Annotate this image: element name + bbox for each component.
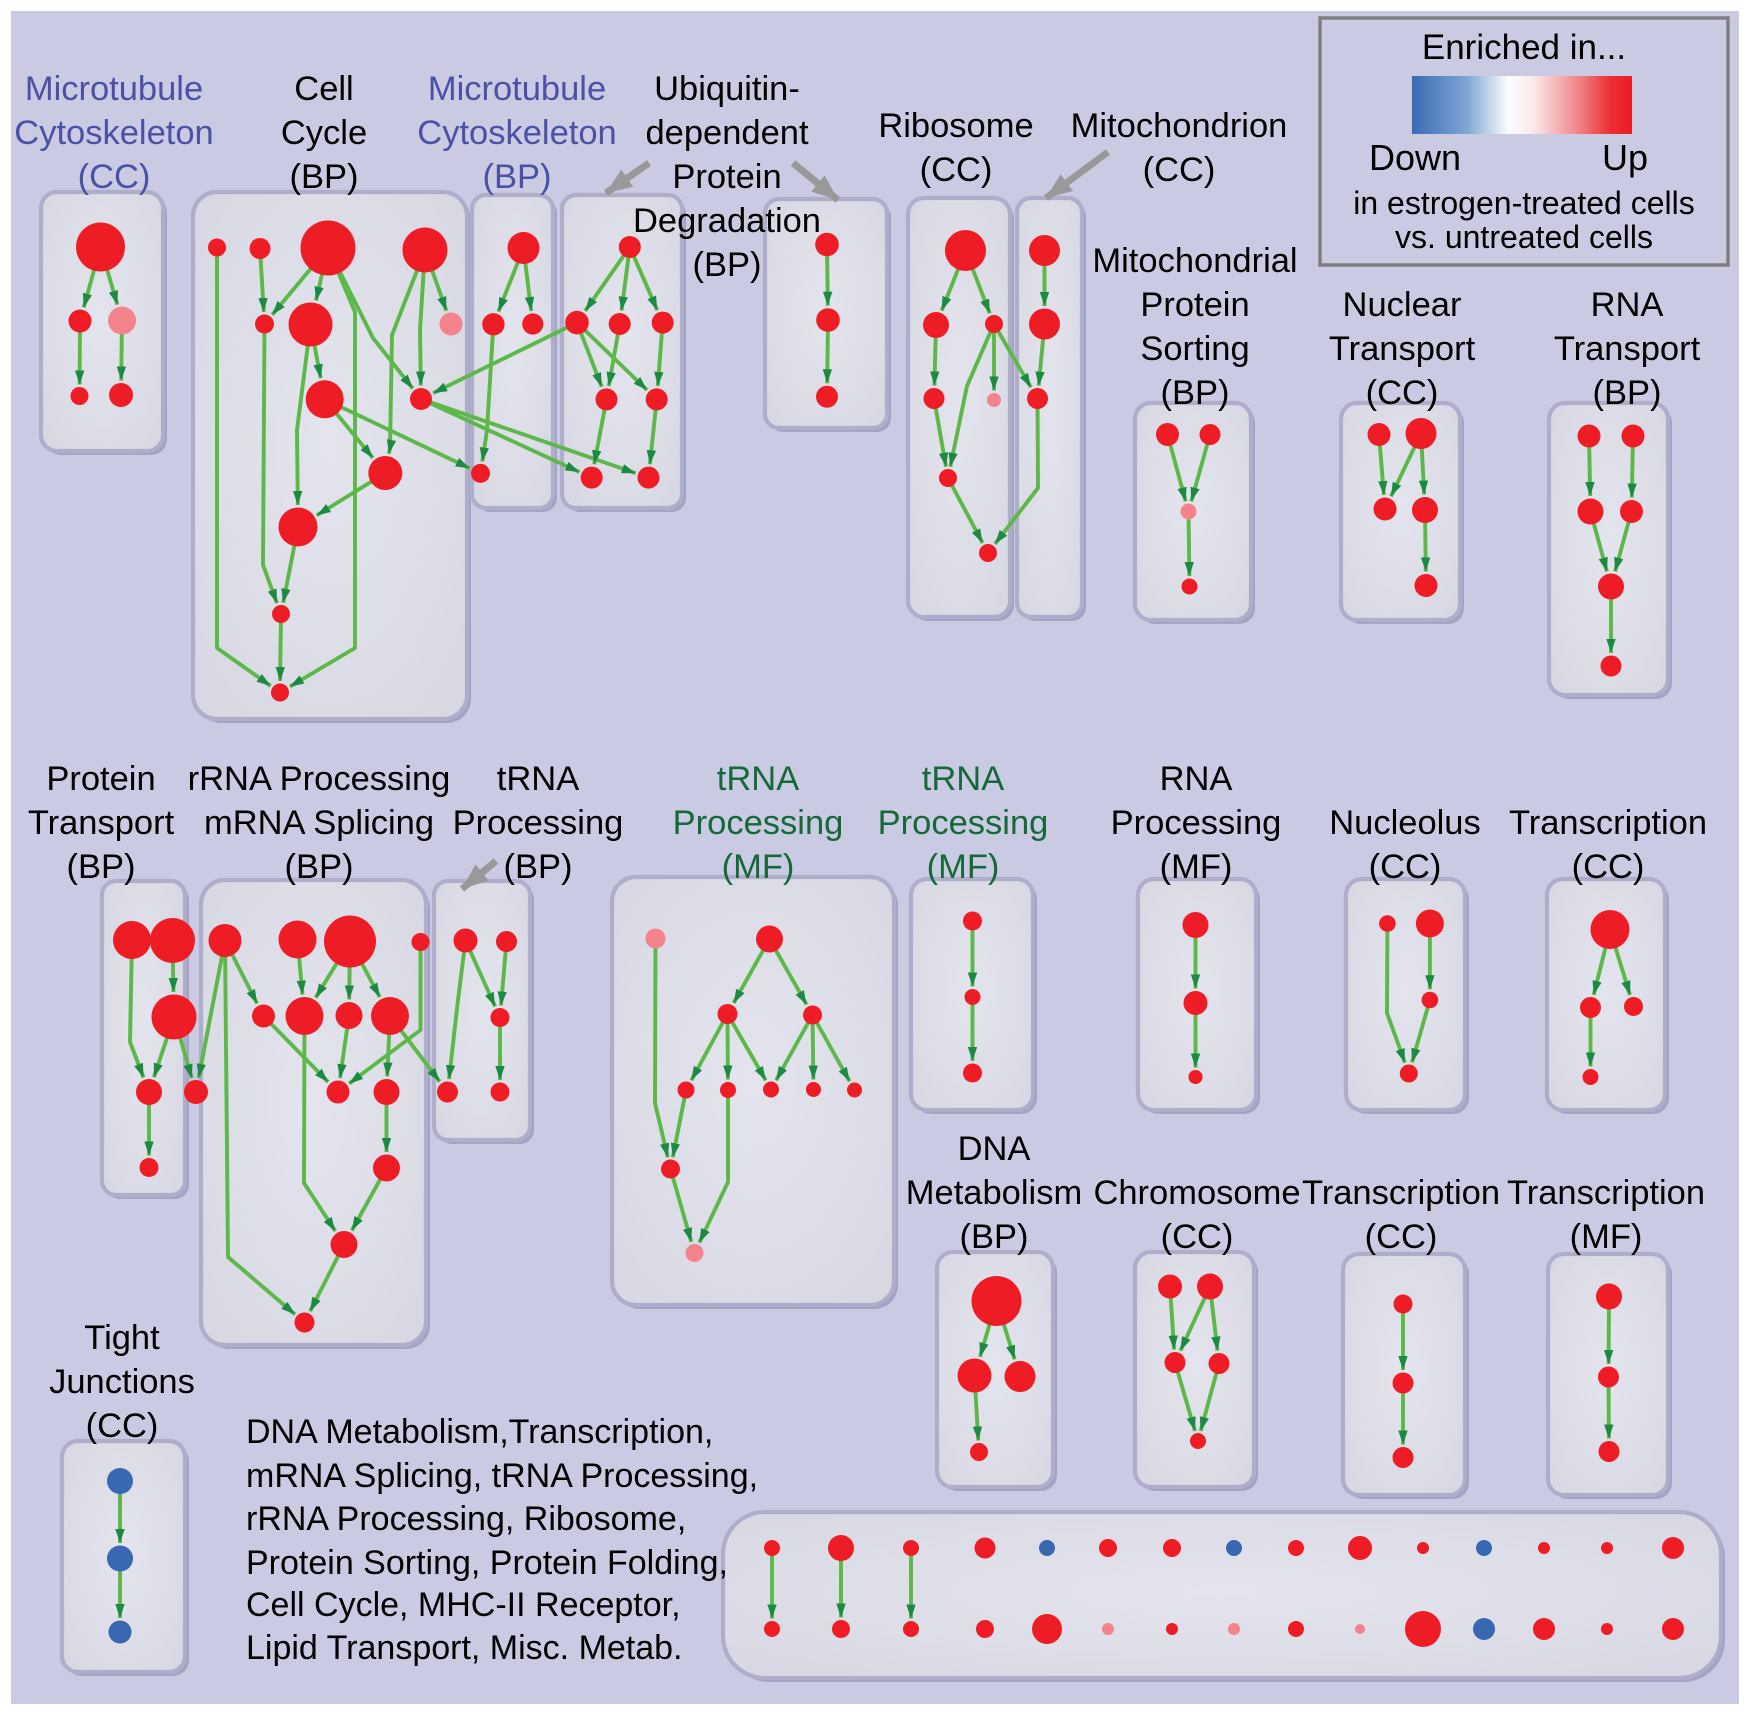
svg-text:(MF): (MF) [927,848,1000,886]
svg-text:Transport: Transport [1554,330,1701,368]
svg-text:Processing: Processing [453,804,624,842]
svg-text:Ribosome: Ribosome [878,107,1033,145]
svg-text:Nucleolus: Nucleolus [1329,804,1481,842]
svg-text:Cycle: Cycle [281,114,367,152]
svg-text:(MF): (MF) [722,848,795,886]
svg-text:RNA: RNA [1591,286,1664,324]
svg-text:(BP): (BP) [504,848,573,886]
svg-text:Protein: Protein [46,760,155,798]
svg-text:mRNA Splicing, tRNA Processing: mRNA Splicing, tRNA Processing, [246,1457,758,1495]
svg-text:Protein: Protein [1140,286,1249,324]
svg-text:Processing: Processing [673,804,844,842]
svg-text:(CC): (CC) [1143,151,1216,189]
svg-text:(BP): (BP) [960,1218,1029,1256]
svg-text:(BP): (BP) [67,848,136,886]
svg-text:(CC): (CC) [1366,374,1439,412]
svg-text:Transcription: Transcription [1507,1174,1705,1212]
svg-text:Metabolism: Metabolism [906,1174,1082,1212]
svg-text:(CC): (CC) [920,151,993,189]
svg-text:Cell: Cell [294,70,353,108]
svg-text:(BP): (BP) [693,246,762,284]
svg-text:Nuclear: Nuclear [1343,286,1462,324]
svg-text:Junctions: Junctions [49,1363,195,1401]
svg-text:Protein Sorting, Protein Foldi: Protein Sorting, Protein Folding, [246,1544,728,1582]
svg-text:dependent: dependent [645,114,808,152]
svg-text:vs. untreated cells: vs. untreated cells [1395,219,1653,255]
svg-text:(CC): (CC) [1365,1218,1438,1256]
svg-text:Microtubule: Microtubule [25,70,203,108]
svg-text:(BP): (BP) [290,158,359,196]
svg-text:(MF): (MF) [1160,848,1233,886]
svg-text:Degradation: Degradation [633,202,821,240]
svg-text:Processing: Processing [878,804,1049,842]
svg-text:Protein: Protein [672,158,781,196]
svg-text:Mitochondrion: Mitochondrion [1071,107,1288,145]
svg-text:Ubiquitin-: Ubiquitin- [654,70,800,108]
svg-text:Sorting: Sorting [1140,330,1249,368]
svg-text:Up: Up [1602,137,1648,178]
svg-text:Transcription: Transcription [1302,1174,1500,1212]
svg-text:Cell Cycle, MHC-II Receptor,: Cell Cycle, MHC-II Receptor, [246,1586,681,1624]
svg-text:Down: Down [1369,137,1461,178]
svg-text:(CC): (CC) [78,158,151,196]
svg-text:(BP): (BP) [483,158,552,196]
svg-text:Transport: Transport [1329,330,1476,368]
svg-text:Transcription: Transcription [1509,804,1707,842]
svg-text:(MF): (MF) [1570,1218,1643,1256]
svg-text:Cytoskeleton: Cytoskeleton [14,114,213,152]
svg-text:in estrogen-treated cells: in estrogen-treated cells [1353,185,1695,221]
svg-text:tRNA: tRNA [922,760,1004,798]
svg-text:Transport: Transport [28,804,175,842]
svg-text:rRNA Processing, Ribosome,: rRNA Processing, Ribosome, [246,1500,686,1538]
svg-text:mRNA Splicing: mRNA Splicing [204,804,434,842]
svg-text:rRNA Processing: rRNA Processing [188,760,451,798]
svg-text:Enriched in...: Enriched in... [1422,28,1626,67]
svg-text:(BP): (BP) [1593,374,1662,412]
svg-text:Mitochondrial: Mitochondrial [1092,242,1297,280]
svg-text:tRNA: tRNA [497,760,579,798]
svg-text:(CC): (CC) [1572,848,1645,886]
svg-text:Microtubule: Microtubule [428,70,606,108]
svg-text:Cytoskeleton: Cytoskeleton [417,114,616,152]
svg-text:(BP): (BP) [285,848,354,886]
svg-text:Lipid Transport, Misc. Metab.: Lipid Transport, Misc. Metab. [246,1629,683,1667]
svg-text:DNA Metabolism,Transcription,: DNA Metabolism,Transcription, [246,1413,713,1451]
svg-text:(CC): (CC) [86,1407,159,1445]
svg-text:(CC): (CC) [1161,1218,1234,1256]
svg-text:Chromosome: Chromosome [1093,1174,1300,1212]
svg-text:Processing: Processing [1111,804,1282,842]
svg-text:tRNA: tRNA [717,760,799,798]
svg-text:DNA: DNA [958,1130,1031,1168]
svg-text:RNA: RNA [1160,760,1233,798]
svg-text:(CC): (CC) [1369,848,1442,886]
svg-text:Tight: Tight [84,1319,160,1357]
svg-text:(BP): (BP) [1161,374,1230,412]
